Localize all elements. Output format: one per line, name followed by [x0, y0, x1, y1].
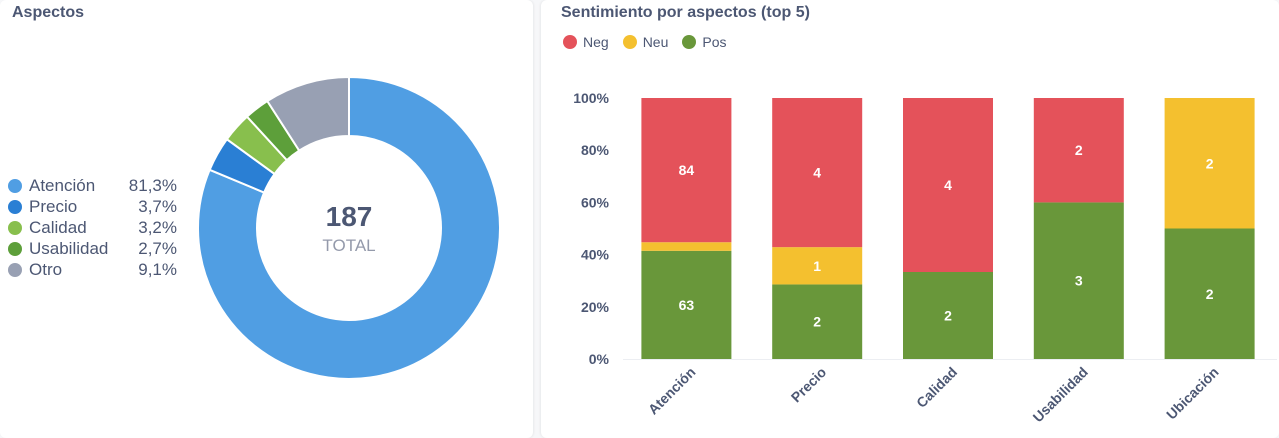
legend-percent: 2,7% — [121, 239, 177, 259]
bar-value-label: 63 — [679, 297, 695, 313]
bar-value-label: 3 — [1075, 273, 1083, 289]
legend-dot — [8, 242, 22, 256]
legend-label: Precio — [29, 197, 121, 217]
donut-chart: 187 TOTAL — [195, 74, 503, 382]
y-tick-label: 100% — [573, 90, 609, 106]
bar-value-label: 2 — [944, 308, 952, 324]
x-tick-label: Precio — [788, 364, 830, 406]
bar-value-label: 2 — [813, 314, 821, 330]
bar-value-label: 2 — [1206, 155, 1214, 171]
aspectos-title[interactable]: Aspectos — [12, 4, 84, 22]
legend-percent: 3,2% — [121, 218, 177, 238]
legend-percent: 9,1% — [121, 260, 177, 280]
legend-dot — [8, 179, 22, 193]
total-label: TOTAL — [322, 236, 375, 255]
legend-item-usabilidad[interactable]: Usabilidad 2,7% — [8, 238, 177, 259]
x-tick-label: Calidad — [913, 364, 960, 411]
bar-value-label: 1 — [813, 258, 821, 274]
y-tick-label: 40% — [581, 247, 610, 263]
donut-legend: Atención 81,3% Precio 3,7% Calidad 3,2% Usabil… — [8, 175, 177, 280]
legend-percent: 81,3% — [121, 176, 177, 196]
x-tick-label: Usabilidad — [1030, 364, 1091, 425]
legend-item-atencion[interactable]: Atención 81,3% — [8, 175, 177, 196]
legend-label: Atención — [29, 176, 121, 196]
bar-value-label: 4 — [944, 177, 952, 193]
legend-item-calidad[interactable]: Calidad 3,2% — [8, 217, 177, 238]
legend-label: Otro — [29, 260, 121, 280]
legend-item-precio[interactable]: Precio 3,7% — [8, 196, 177, 217]
y-tick-label: 60% — [581, 194, 610, 210]
sentimiento-card: Sentimiento por aspectos (top 5) Neg Neu P… — [541, 0, 1279, 438]
total-value: 187 — [326, 201, 373, 232]
bar-value-label: 4 — [813, 165, 821, 181]
legend-label: Calidad — [29, 218, 121, 238]
bar-value-label: 84 — [679, 162, 695, 178]
legend-item-otro[interactable]: Otro 9,1% — [8, 259, 177, 280]
aspectos-card: Aspectos Atención 81,3% Precio 3,7% Calidad 3… — [0, 0, 533, 438]
legend-label: Usabilidad — [29, 239, 121, 259]
bar-value-label: 2 — [1075, 142, 1083, 158]
legend-dot — [8, 221, 22, 235]
x-tick-label: Atención — [645, 364, 699, 418]
legend-dot — [8, 263, 22, 277]
y-tick-label: 20% — [581, 299, 610, 315]
y-tick-label: 0% — [589, 351, 610, 367]
bar-value-label: 2 — [1206, 286, 1214, 302]
y-tick-label: 80% — [581, 142, 610, 158]
legend-percent: 3,7% — [121, 197, 177, 217]
x-tick-label: Ubicación — [1163, 364, 1222, 423]
legend-dot — [8, 200, 22, 214]
stacked-bar-chart: 0% 20% 40% 60% 80% 100% 63 84 Atención 2 1 4 Precio 2… — [541, 0, 1279, 438]
bar-atencion-neu[interactable] — [641, 242, 731, 251]
